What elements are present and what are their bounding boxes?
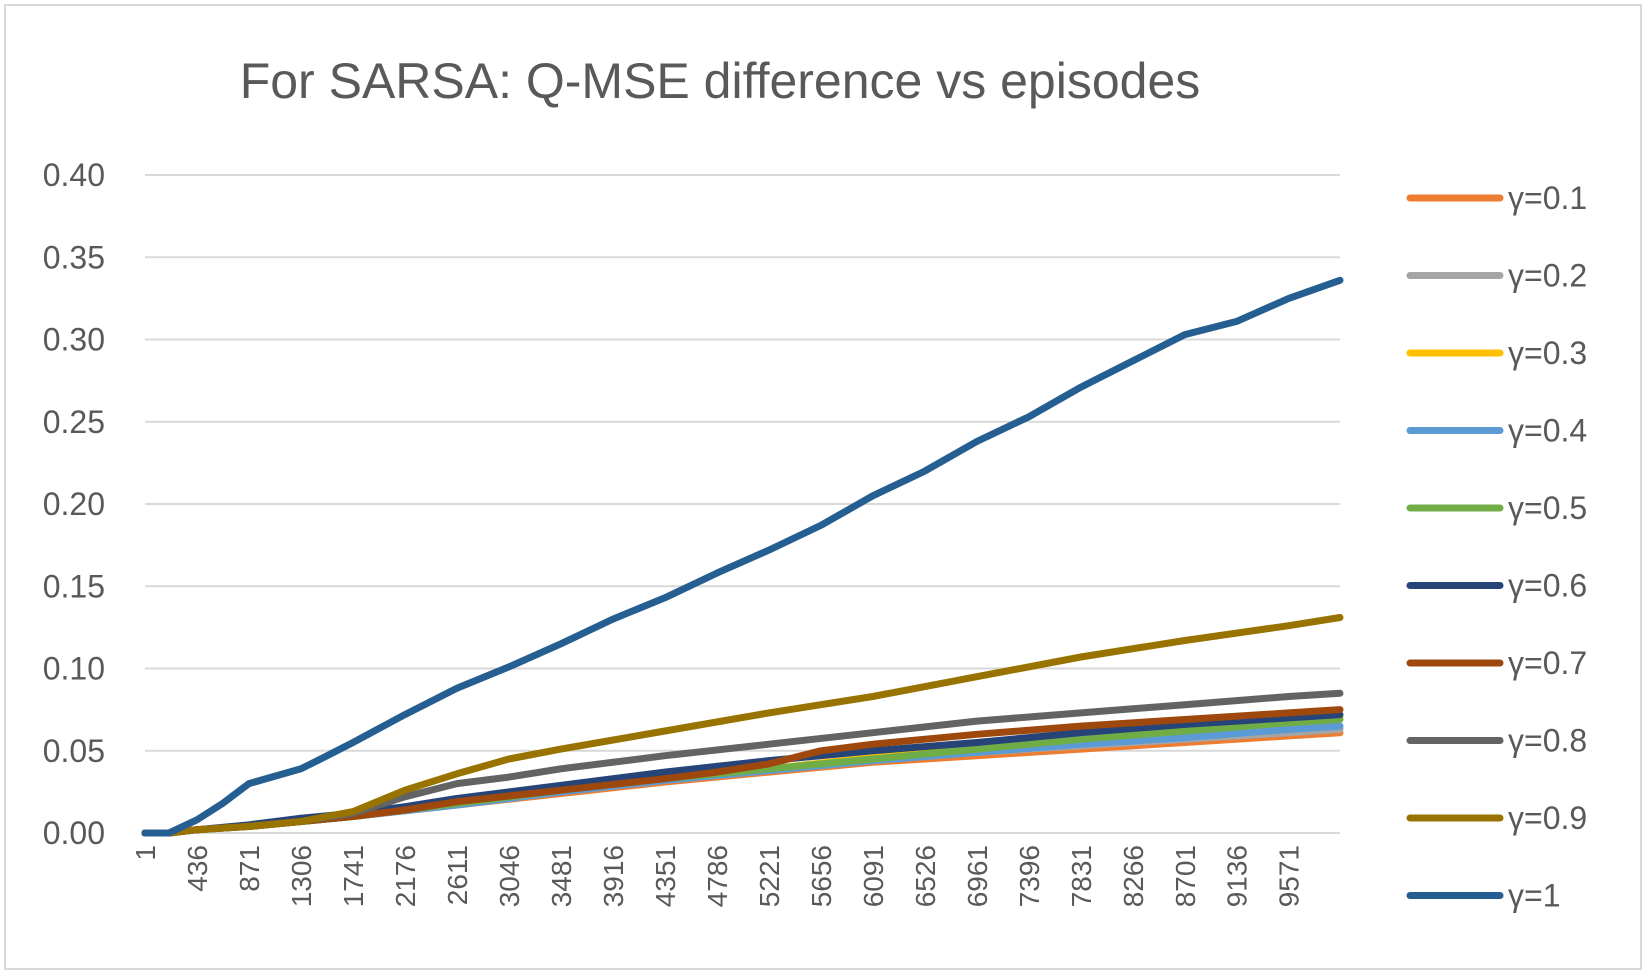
x-tick-label: 5221 (754, 845, 785, 907)
x-tick-label: 7396 (1014, 845, 1045, 907)
y-axis-ticks: 0.00 0.05 0.10 0.15 0.20 0.25 0.30 0.35 0.40 (43, 157, 105, 851)
x-tick-label: 2611 (442, 845, 473, 905)
y-tick-label: 0.05 (43, 733, 105, 769)
legend-label: γ=0.3 (1508, 335, 1587, 371)
x-tick-label: 3916 (598, 845, 629, 907)
series-line-8 (141, 614, 1344, 837)
y-tick-label: 0.25 (43, 404, 105, 440)
x-tick-label: 6091 (858, 845, 889, 907)
x-tick-label: 1741 (338, 845, 369, 907)
legend-label: γ=0.6 (1508, 568, 1587, 604)
x-tick-label: 9136 (1222, 845, 1253, 907)
legend-label: γ=0.2 (1508, 258, 1587, 294)
x-tick-label: 1306 (286, 845, 317, 907)
x-tick-label: 1 (130, 845, 161, 861)
x-tick-label: 5656 (806, 845, 837, 907)
x-tick-label: 3481 (546, 845, 577, 907)
x-tick-label: 8266 (1118, 845, 1149, 907)
y-tick-label: 0.35 (43, 239, 105, 275)
chart-title: For SARSA: Q-MSE difference vs episodes (240, 53, 1201, 109)
legend: γ=0.1 γ=0.2 γ=0.3 γ=0.4 γ=0.5 γ=0.6 γ=0.7 γ=0.8… (1406, 180, 1587, 914)
x-tick-label: 436 (182, 845, 213, 892)
y-tick-label: 0.15 (43, 568, 105, 604)
series-lines (141, 276, 1344, 837)
legend-label: γ=0.7 (1508, 645, 1587, 681)
x-tick-label: 3046 (494, 845, 525, 907)
chart-frame (4, 4, 1642, 970)
x-tick-label: 2176 (390, 845, 421, 907)
legend-label: γ=1 (1508, 878, 1560, 914)
y-tick-label: 0.00 (43, 815, 105, 851)
y-tick-label: 0.10 (43, 651, 105, 687)
legend-label: γ=0.9 (1508, 800, 1587, 836)
y-tick-label: 0.30 (43, 322, 105, 358)
x-tick-label: 4351 (650, 845, 681, 907)
x-tick-label: 8701 (1170, 845, 1201, 907)
x-tick-label: 6526 (910, 845, 941, 907)
x-tick-label: 7831 (1066, 845, 1097, 907)
x-axis-ticks: 1 436 871 1306 1741 2176 2611 3046 3481 3916 4351 4… (130, 845, 1305, 907)
legend-label: γ=0.5 (1508, 490, 1587, 526)
y-tick-label: 0.40 (43, 157, 105, 193)
x-tick-label: 4786 (702, 845, 733, 907)
x-tick-label: 6961 (962, 845, 993, 907)
legend-label: γ=0.8 (1508, 723, 1587, 759)
x-tick-label: 9571 (1274, 845, 1305, 907)
legend-label: γ=0.4 (1508, 413, 1587, 449)
x-tick-label: 871 (234, 845, 265, 892)
series-line-9 (141, 276, 1344, 837)
y-tick-label: 0.20 (43, 486, 105, 522)
legend-label: γ=0.1 (1508, 180, 1587, 216)
